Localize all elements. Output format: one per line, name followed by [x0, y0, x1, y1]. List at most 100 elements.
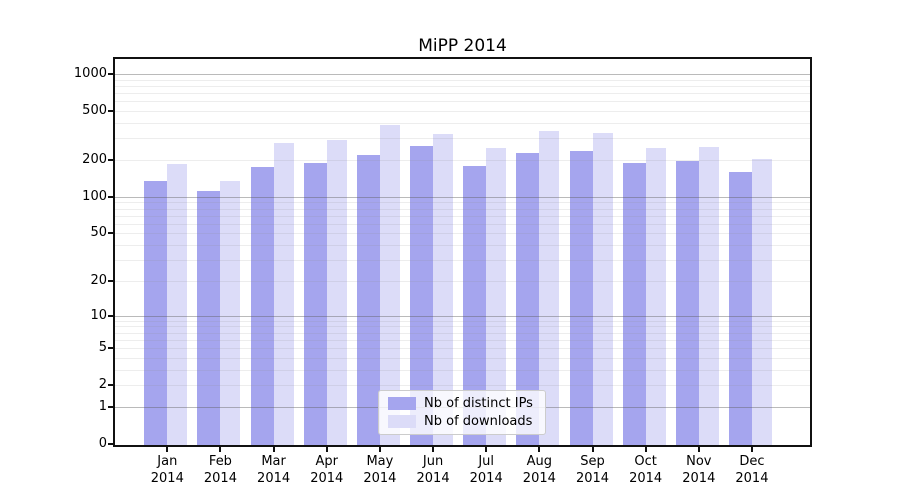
gridline-minor: [115, 138, 810, 140]
x-tick-label: Jan 2014: [150, 454, 184, 486]
bar-downloads-jul: [486, 148, 507, 445]
bar-downloads-may: [379, 125, 400, 445]
y-tick-mark: [108, 279, 113, 282]
y-tick-label: 50: [90, 225, 107, 241]
gridline-minor: [115, 233, 810, 235]
gridline-minor: [115, 111, 810, 113]
gridline-minor: [115, 260, 810, 262]
y-tick-label: 2: [98, 377, 107, 393]
gridline-minor: [115, 101, 810, 103]
chart-title: MiPP 2014: [418, 36, 507, 56]
y-tick-label: 200: [82, 152, 107, 168]
x-tick-label: Oct 2014: [629, 454, 663, 486]
legend-entry-distinct-ips: Nb of distinct IPs: [388, 396, 536, 411]
y-tick-label: 10: [90, 307, 107, 323]
gridline-major: [115, 74, 810, 76]
bar-distinct-ips-jun: [410, 145, 434, 445]
y-tick-label: 1000: [73, 66, 107, 82]
y-tick-mark: [108, 347, 113, 350]
gridline-minor: [115, 357, 810, 359]
bar-downloads-apr: [326, 140, 347, 445]
bar-downloads-dec: [751, 158, 772, 445]
y-tick-mark: [108, 314, 113, 317]
y-tick-label: 1: [98, 398, 107, 414]
gridline-major: [115, 196, 810, 198]
bar-downloads-jun: [433, 133, 454, 445]
x-tick-label: Jul 2014: [469, 454, 503, 486]
bar-distinct-ips-may: [356, 154, 380, 445]
x-tick-mark: [432, 447, 435, 452]
x-tick-mark: [272, 447, 275, 452]
x-tick-label: Jun 2014: [416, 454, 450, 486]
x-tick-label: Sep 2014: [575, 454, 610, 486]
y-tick-mark: [108, 110, 113, 113]
bar-distinct-ips-feb: [197, 190, 221, 445]
bar-downloads-jan: [167, 164, 188, 445]
bar-distinct-ips-sep: [569, 150, 593, 445]
y-tick-mark: [108, 159, 113, 162]
bar-distinct-ips-aug: [516, 153, 540, 445]
y-tick-mark: [108, 195, 113, 198]
x-tick-label: Dec 2014: [735, 454, 769, 486]
x-tick-mark: [697, 447, 700, 452]
y-tick-mark: [108, 405, 113, 408]
bar-distinct-ips-apr: [303, 162, 327, 445]
y-tick-label: 20: [90, 272, 107, 288]
bar-downloads-nov: [698, 147, 719, 445]
gridline-minor: [115, 339, 810, 341]
legend-label-downloads: Nb of downloads: [424, 414, 533, 429]
gridline-minor: [115, 385, 810, 387]
x-tick-mark: [219, 447, 222, 452]
x-tick-mark: [325, 447, 328, 452]
x-tick-mark: [378, 447, 381, 452]
bar-distinct-ips-dec: [728, 171, 752, 445]
legend: Nb of distinct IPs Nb of downloads: [378, 390, 546, 435]
bar-downloads-mar: [273, 143, 294, 445]
bar-downloads-feb: [220, 181, 241, 445]
gridline-minor: [115, 348, 810, 350]
x-tick-label: Apr 2014: [310, 454, 344, 486]
gridline-minor: [115, 123, 810, 125]
x-tick-mark: [166, 447, 169, 452]
x-tick-label: May 2014: [363, 454, 397, 486]
gridline-minor: [115, 320, 810, 322]
y-tick-mark: [108, 384, 113, 387]
x-tick-mark: [750, 447, 753, 452]
gridline-minor: [115, 369, 810, 371]
gridline-minor: [115, 79, 810, 81]
x-tick-label: Mar 2014: [257, 454, 291, 486]
bar-downloads-sep: [592, 132, 613, 445]
bar-distinct-ips-nov: [675, 161, 699, 445]
y-tick-label: 500: [82, 103, 107, 119]
gridline-minor: [115, 332, 810, 334]
x-tick-label: Nov 2014: [682, 454, 716, 486]
bar-downloads-oct: [645, 148, 666, 445]
x-tick-mark: [485, 447, 488, 452]
y-tick-mark: [108, 232, 113, 235]
gridline-minor: [115, 280, 810, 282]
x-tick-mark: [591, 447, 594, 452]
gridline-major: [115, 315, 810, 317]
gridline-minor: [115, 160, 810, 162]
legend-entry-downloads: Nb of downloads: [388, 414, 536, 429]
gridline-minor: [115, 326, 810, 328]
y-tick-label: 0: [98, 436, 107, 451]
bar-distinct-ips-mar: [250, 167, 274, 445]
gridline-minor: [115, 85, 810, 87]
gridline-minor: [115, 223, 810, 225]
y-tick-mark: [108, 73, 113, 76]
y-tick-label: 100: [82, 188, 107, 204]
bar-downloads-aug: [539, 131, 560, 445]
bar-distinct-ips-jul: [463, 165, 487, 445]
x-tick-mark: [644, 447, 647, 452]
x-tick-mark: [538, 447, 541, 452]
y-tick-label: 5: [98, 340, 107, 356]
bar-distinct-ips-jan: [144, 180, 168, 445]
gridline-minor: [115, 208, 810, 210]
gridline-minor: [115, 93, 810, 95]
legend-label-distinct-ips: Nb of distinct IPs: [424, 396, 533, 411]
plot-area: [113, 57, 812, 447]
gridline-minor: [115, 245, 810, 247]
legend-swatch-distinct-ips: [388, 397, 416, 410]
